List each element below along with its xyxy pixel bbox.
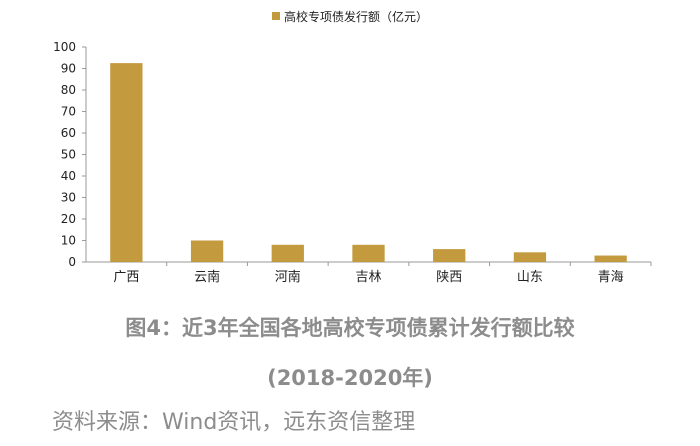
legend-label: 高校专项债发行额（亿元） xyxy=(283,10,428,24)
bar-吉林 xyxy=(352,244,385,262)
x-tick-label: 河南 xyxy=(275,269,301,285)
x-tick-label: 广西 xyxy=(113,270,139,285)
x-tick-label: 山东 xyxy=(517,270,543,285)
bar-广西 xyxy=(110,63,143,262)
bar-山东 xyxy=(513,252,547,262)
bar-云南 xyxy=(190,240,224,262)
y-tick-label: 20 xyxy=(61,212,76,226)
y-tick-label: 100 xyxy=(53,40,76,54)
chart-legend: 高校专项债发行额（亿元） xyxy=(0,8,700,25)
x-tick-label: 陕西 xyxy=(436,270,462,285)
bar-chart: 0 10 20 30 40 50 60 70 80 90 100 广西 云南 河南 吉林 陕西 山东 青海 xyxy=(53,40,652,285)
y-tick-label: 90 xyxy=(61,62,76,76)
y-tick-label: 0 xyxy=(68,255,76,269)
y-tick-label: 50 xyxy=(61,148,76,162)
bar-陕西 xyxy=(433,249,466,262)
y-tick-label: 70 xyxy=(61,105,76,119)
y-tick-label: 40 xyxy=(61,169,76,183)
y-tick-label: 30 xyxy=(61,191,76,205)
y-tick-label: 10 xyxy=(61,234,76,248)
bar-河南 xyxy=(271,244,304,262)
data-source-note: 资料来源：Wind资讯，远东资信整理 xyxy=(52,410,416,435)
x-tick-label: 吉林 xyxy=(355,270,381,285)
figure-caption-title: 图4：近3年全国各地高校专项债累计发行额比较 xyxy=(125,316,575,340)
x-tick-label: 云南 xyxy=(194,269,220,285)
y-tick-label: 80 xyxy=(61,83,76,97)
y-tick-label: 60 xyxy=(61,126,76,140)
bar-青海 xyxy=(594,255,627,262)
x-tick-label: 青海 xyxy=(598,270,624,285)
legend-swatch xyxy=(271,12,280,20)
figure-caption-years: (2018-2020年) xyxy=(267,366,433,390)
